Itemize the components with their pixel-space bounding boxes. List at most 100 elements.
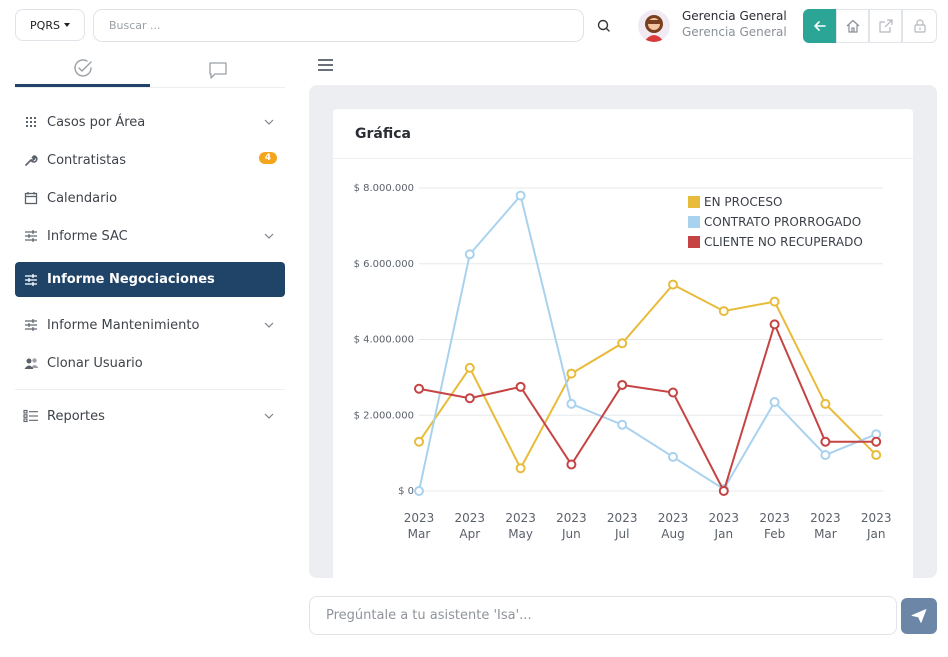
back-button[interactable] [803,9,836,43]
x-tick-label: 2023 [505,511,536,525]
tab-chat[interactable] [150,52,285,87]
data-point [464,393,475,404]
x-tick-label: Mar [408,527,431,541]
y-tick-label: $ 8.000.000 [354,183,414,194]
chevron-down-icon [264,119,274,125]
data-point [566,368,577,379]
module-label: PQRS [30,18,60,32]
sidebar-item-clonar-usuario[interactable]: Clonar Usuario [15,351,285,375]
y-tick-label: $ 4.000.000 [354,335,414,346]
data-point [515,463,526,474]
sidebar-item-informe-mantenimiento[interactable]: Informe Mantenimiento [15,313,285,337]
search-icon[interactable] [596,18,612,34]
data-point [718,306,729,317]
series-line [418,193,877,492]
chevron-down-icon [264,413,274,419]
data-point [718,486,729,496]
sidebar-item-reportes[interactable]: Reportes [15,404,285,428]
data-point [769,296,780,307]
x-tick-label: 2023 [759,511,790,525]
sidebar-item-label: Informe Negociaciones [47,272,215,287]
external-link-button[interactable] [869,9,902,43]
x-tick-label: 2023 [709,511,740,525]
main-content: Gráfica $ 0 $ 2.000.000 $ 4.000.000 $ 6.000… [309,85,937,578]
data-point [668,387,678,398]
data-point [414,436,424,447]
data-point [617,379,628,390]
list-icon [23,408,39,424]
sidebar-item-informe-negociaciones[interactable]: Informe Negociaciones [15,262,285,297]
x-tick-label: 2023 [607,511,638,525]
chat-bubble-icon [208,61,227,79]
legend-swatch [688,216,700,228]
send-button[interactable] [901,598,937,634]
x-tick-label: 2023 [404,511,435,525]
data-point [566,398,577,409]
sidebar-item-label: Reportes [47,408,105,424]
data-point [871,436,882,447]
wrench-icon [23,152,39,168]
sidebar-item-label: Informe Mantenimiento [47,317,200,333]
data-point [820,450,831,461]
sidebar-tabs [15,52,285,88]
sidebar-item-label: Clonar Usuario [47,355,143,371]
data-point [464,362,475,373]
data-point [820,398,831,409]
count-badge: 4 [258,152,277,164]
sidebar-item-label: Calendario [47,190,118,206]
line-chart: $ 0 $ 2.000.000 $ 4.000.000 $ 6.000.000 $ 8.… [354,183,892,541]
data-point [820,436,831,447]
home-button[interactable] [836,9,869,43]
y-tick-label: $ 6.000.000 [354,259,414,270]
data-point [617,338,628,349]
y-tick-label: $ 0 [398,486,414,497]
sidebar-divider [15,389,285,390]
chevron-down-icon [264,322,274,328]
x-tick-label: 2023 [455,511,486,525]
data-point [769,396,780,407]
x-tick-label: 2023 [556,511,587,525]
avatar[interactable] [638,10,670,42]
series-line [418,283,877,471]
data-point [871,450,882,461]
x-tick-label: Jul [614,527,629,541]
caret-down-icon [63,23,70,27]
data-point [617,419,628,430]
x-tick-label: Mar [814,527,837,541]
chevron-down-icon [264,233,274,239]
x-tick-label: Jan [714,527,734,541]
top-bar: PQRS Gerencia General Gerencia General [0,0,948,52]
card-divider [333,158,913,159]
grid-icon [23,114,39,130]
send-icon [911,609,927,623]
card-title: Gráfica [355,126,411,142]
sliders-icon [23,317,39,333]
legend-label: CONTRATO PRORROGADO [704,215,861,229]
chart-card: Gráfica $ 0 $ 2.000.000 $ 4.000.000 $ 6.000… [333,109,913,578]
sidebar-item-calendario[interactable]: Calendario [15,186,285,210]
x-tick-label: Jan [866,527,886,541]
sliders-icon [23,228,39,244]
lock-button[interactable] [902,9,937,43]
sidebar-item-contratistas[interactable]: Contratistas 4 [15,148,285,172]
legend-swatch [688,196,700,208]
assistant-input[interactable] [309,596,897,635]
sidebar-item-label: Casos por Área [47,114,146,130]
lock-icon [913,19,926,33]
search-input[interactable] [93,9,584,42]
data-point [515,381,526,392]
data-point [414,383,424,394]
data-point [769,319,780,330]
module-dropdown[interactable]: PQRS [15,9,85,41]
y-tick-label: $ 2.000.000 [354,410,414,421]
x-tick-label: 2023 [861,511,892,525]
series-line [418,321,877,494]
sidebar-item-informe-sac[interactable]: Informe SAC [15,224,285,248]
check-circle-icon [73,59,92,77]
sidebar-item-casos-por-area[interactable]: Casos por Área [15,110,285,134]
sidebar-item-label: Informe SAC [47,228,128,244]
sidebar: Casos por Área Contratistas 4 Calendario… [15,52,285,442]
hamburger-menu-icon[interactable] [318,58,333,72]
external-link-icon [878,19,893,33]
tab-tasks[interactable] [15,52,150,87]
